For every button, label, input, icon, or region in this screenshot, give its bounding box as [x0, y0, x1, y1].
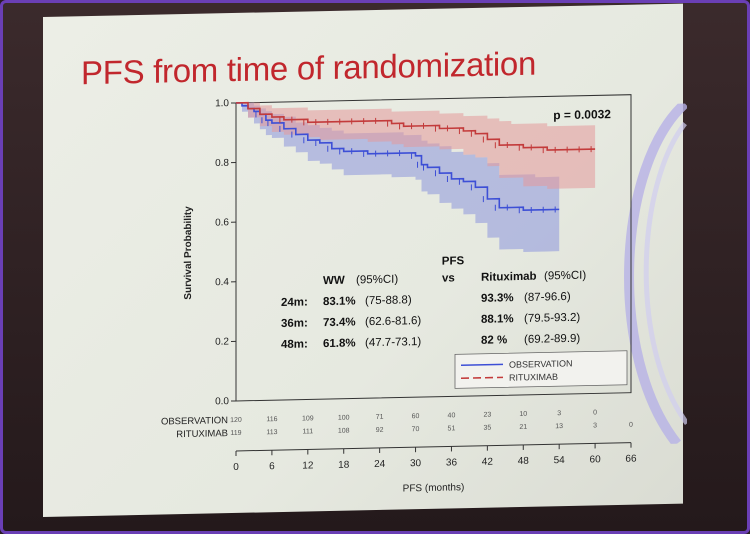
stats-rit-ci: (87-96.6) [524, 291, 571, 304]
x-tick-label: 42 [482, 457, 494, 468]
risk-value: 113 [266, 429, 277, 436]
stats-ww-ci: (75-88.8) [365, 294, 412, 307]
km-chart: 0.0 0.2 0.4 0.6 0.8 1.0 Survival Probability 0 6… [161, 94, 637, 494]
decorative-arc [624, 103, 687, 446]
risk-value: 109 [302, 415, 314, 422]
stats-ww-value: 83.1% [323, 295, 356, 308]
risk-value: 35 [483, 425, 491, 432]
stats-time: 48m: [281, 338, 308, 351]
stats-rit-value: 93.3% [481, 292, 514, 305]
risk-value: 40 [448, 412, 456, 419]
x-axis-label: PFS (months) [403, 482, 465, 494]
risk-value: 3 [557, 410, 561, 417]
risk-value: 0 [629, 422, 633, 429]
stats-rit-value: 82 % [481, 334, 507, 347]
x-tick-label: 54 [554, 455, 566, 466]
risk-value: 120 [230, 417, 242, 424]
x-tick-label: 18 [338, 460, 350, 471]
risk-value: 10 [519, 411, 527, 418]
y-tick-label: 0.0 [215, 396, 229, 407]
ci-band-rituximab [236, 102, 596, 189]
stats-left-head: WW [323, 275, 345, 287]
y-tick-label: 0.2 [215, 336, 229, 347]
x-tick-label: 48 [518, 456, 530, 467]
p-value: p = 0.0032 [553, 107, 611, 122]
stats-heading: PFS [442, 255, 465, 267]
risk-value: 111 [302, 428, 313, 435]
stats-right-ci: (95%CI) [544, 270, 586, 283]
y-tick-label: 0.6 [215, 217, 229, 228]
x-tick-label: 0 [233, 462, 239, 473]
stats-time: 36m: [281, 317, 308, 330]
x-tick-label: 60 [590, 454, 602, 465]
x-tick-label: 36 [446, 457, 458, 468]
x-tick-label: 30 [410, 458, 422, 469]
risk-value: 51 [448, 425, 456, 432]
risk-value: 119 [230, 430, 241, 437]
x-axis-line [236, 442, 631, 452]
risk-value: 108 [338, 428, 350, 435]
risk-row-label: OBSERVATION [161, 415, 228, 427]
risk-value: 3 [593, 422, 597, 429]
risk-value: 13 [555, 423, 563, 430]
risk-value: 100 [338, 415, 350, 422]
presentation-slide: PFS from time of randomization 0.0 0.2 0.4… [43, 3, 687, 517]
legend-label: OBSERVATION [509, 358, 573, 369]
y-axis-label: Survival Probability [183, 206, 194, 300]
stats-rit-ci: (69.2-89.9) [524, 333, 580, 346]
stats-rit-value: 88.1% [481, 313, 514, 326]
legend-swatch [461, 376, 503, 380]
legend-swatch [461, 363, 503, 367]
risk-value: 71 [376, 414, 384, 421]
risk-row-label: RITUXIMAB [176, 428, 228, 440]
stats-right-head: Rituximab [481, 271, 537, 284]
risk-value: 116 [266, 416, 277, 423]
risk-value: 21 [519, 424, 527, 431]
x-tick-label: 6 [269, 461, 275, 472]
plot-frame [235, 94, 632, 402]
stats-ww-ci: (62.6-81.6) [365, 315, 421, 328]
y-tick-label: 1.0 [215, 98, 229, 109]
y-tick-label: 0.8 [215, 158, 229, 169]
legend-label: RITUXIMAB [509, 372, 558, 383]
stats-rit-ci: (79.5-93.2) [524, 312, 580, 325]
risk-value: 92 [376, 427, 384, 434]
series-line-rituximab [236, 101, 596, 151]
stats-left-ci: (95%CI) [356, 274, 398, 287]
risk-value: 70 [412, 426, 420, 433]
stats-vs: vs [442, 272, 455, 284]
stats-ww-ci: (47.7-73.1) [365, 336, 421, 349]
stats-time: 24m: [281, 296, 308, 309]
x-tick-label: 24 [374, 459, 386, 470]
stats-ww-value: 73.4% [323, 316, 356, 329]
risk-value: 23 [483, 412, 491, 419]
x-tick-label: 66 [625, 454, 637, 465]
stats-ww-value: 61.8% [323, 337, 356, 350]
y-tick-label: 0.4 [215, 277, 229, 288]
x-tick-label: 12 [302, 460, 314, 471]
risk-value: 0 [593, 409, 597, 416]
legend-box [454, 350, 628, 389]
risk-value: 60 [412, 413, 420, 420]
